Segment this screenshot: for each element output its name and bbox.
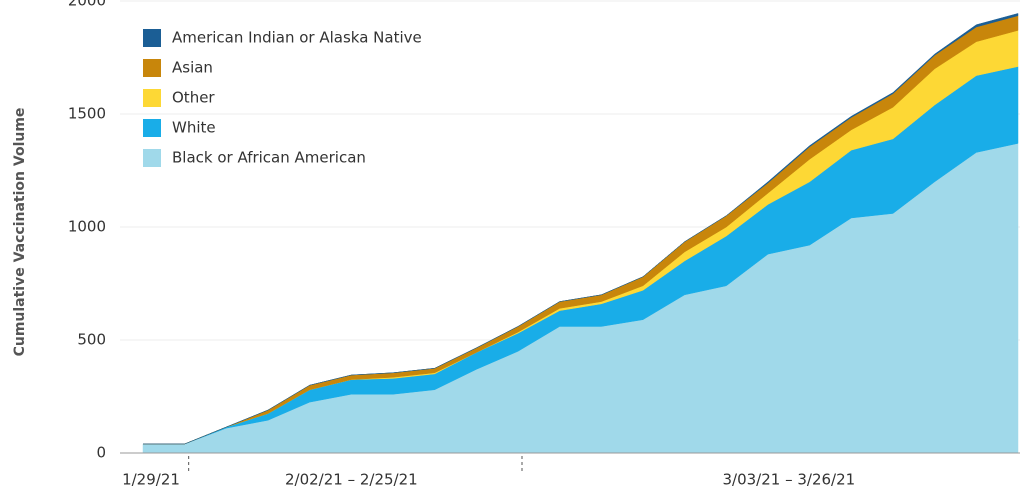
legend-swatch <box>143 89 161 107</box>
y-tick-label: 500 <box>77 331 106 349</box>
legend-swatch <box>143 119 161 137</box>
y-tick-label: 1500 <box>68 105 106 123</box>
legend-label: Other <box>172 89 215 107</box>
y-tick-label: 2000 <box>68 0 106 10</box>
legend-swatch <box>143 29 161 47</box>
y-axis-label: Cumulative Vaccination Volume <box>12 108 28 357</box>
x-period-label: 2/02/21 – 2/25/21 <box>285 471 418 489</box>
legend-swatch <box>143 149 161 167</box>
legend-swatch <box>143 59 161 77</box>
legend-label: Asian <box>172 59 213 77</box>
legend-label: Black or African American <box>172 149 366 167</box>
area <box>143 13 1019 445</box>
y-tick-label: 0 <box>96 444 106 462</box>
y-tick-label: 1000 <box>68 218 106 236</box>
x-period-label: 3/03/21 – 3/26/21 <box>722 471 855 489</box>
x-period-label: 1/29/21 <box>122 471 180 489</box>
legend-label: American Indian or Alaska Native <box>172 29 422 47</box>
legend-label: White <box>172 119 216 137</box>
legend: American Indian or Alaska Native Asian Oth… <box>143 29 422 167</box>
